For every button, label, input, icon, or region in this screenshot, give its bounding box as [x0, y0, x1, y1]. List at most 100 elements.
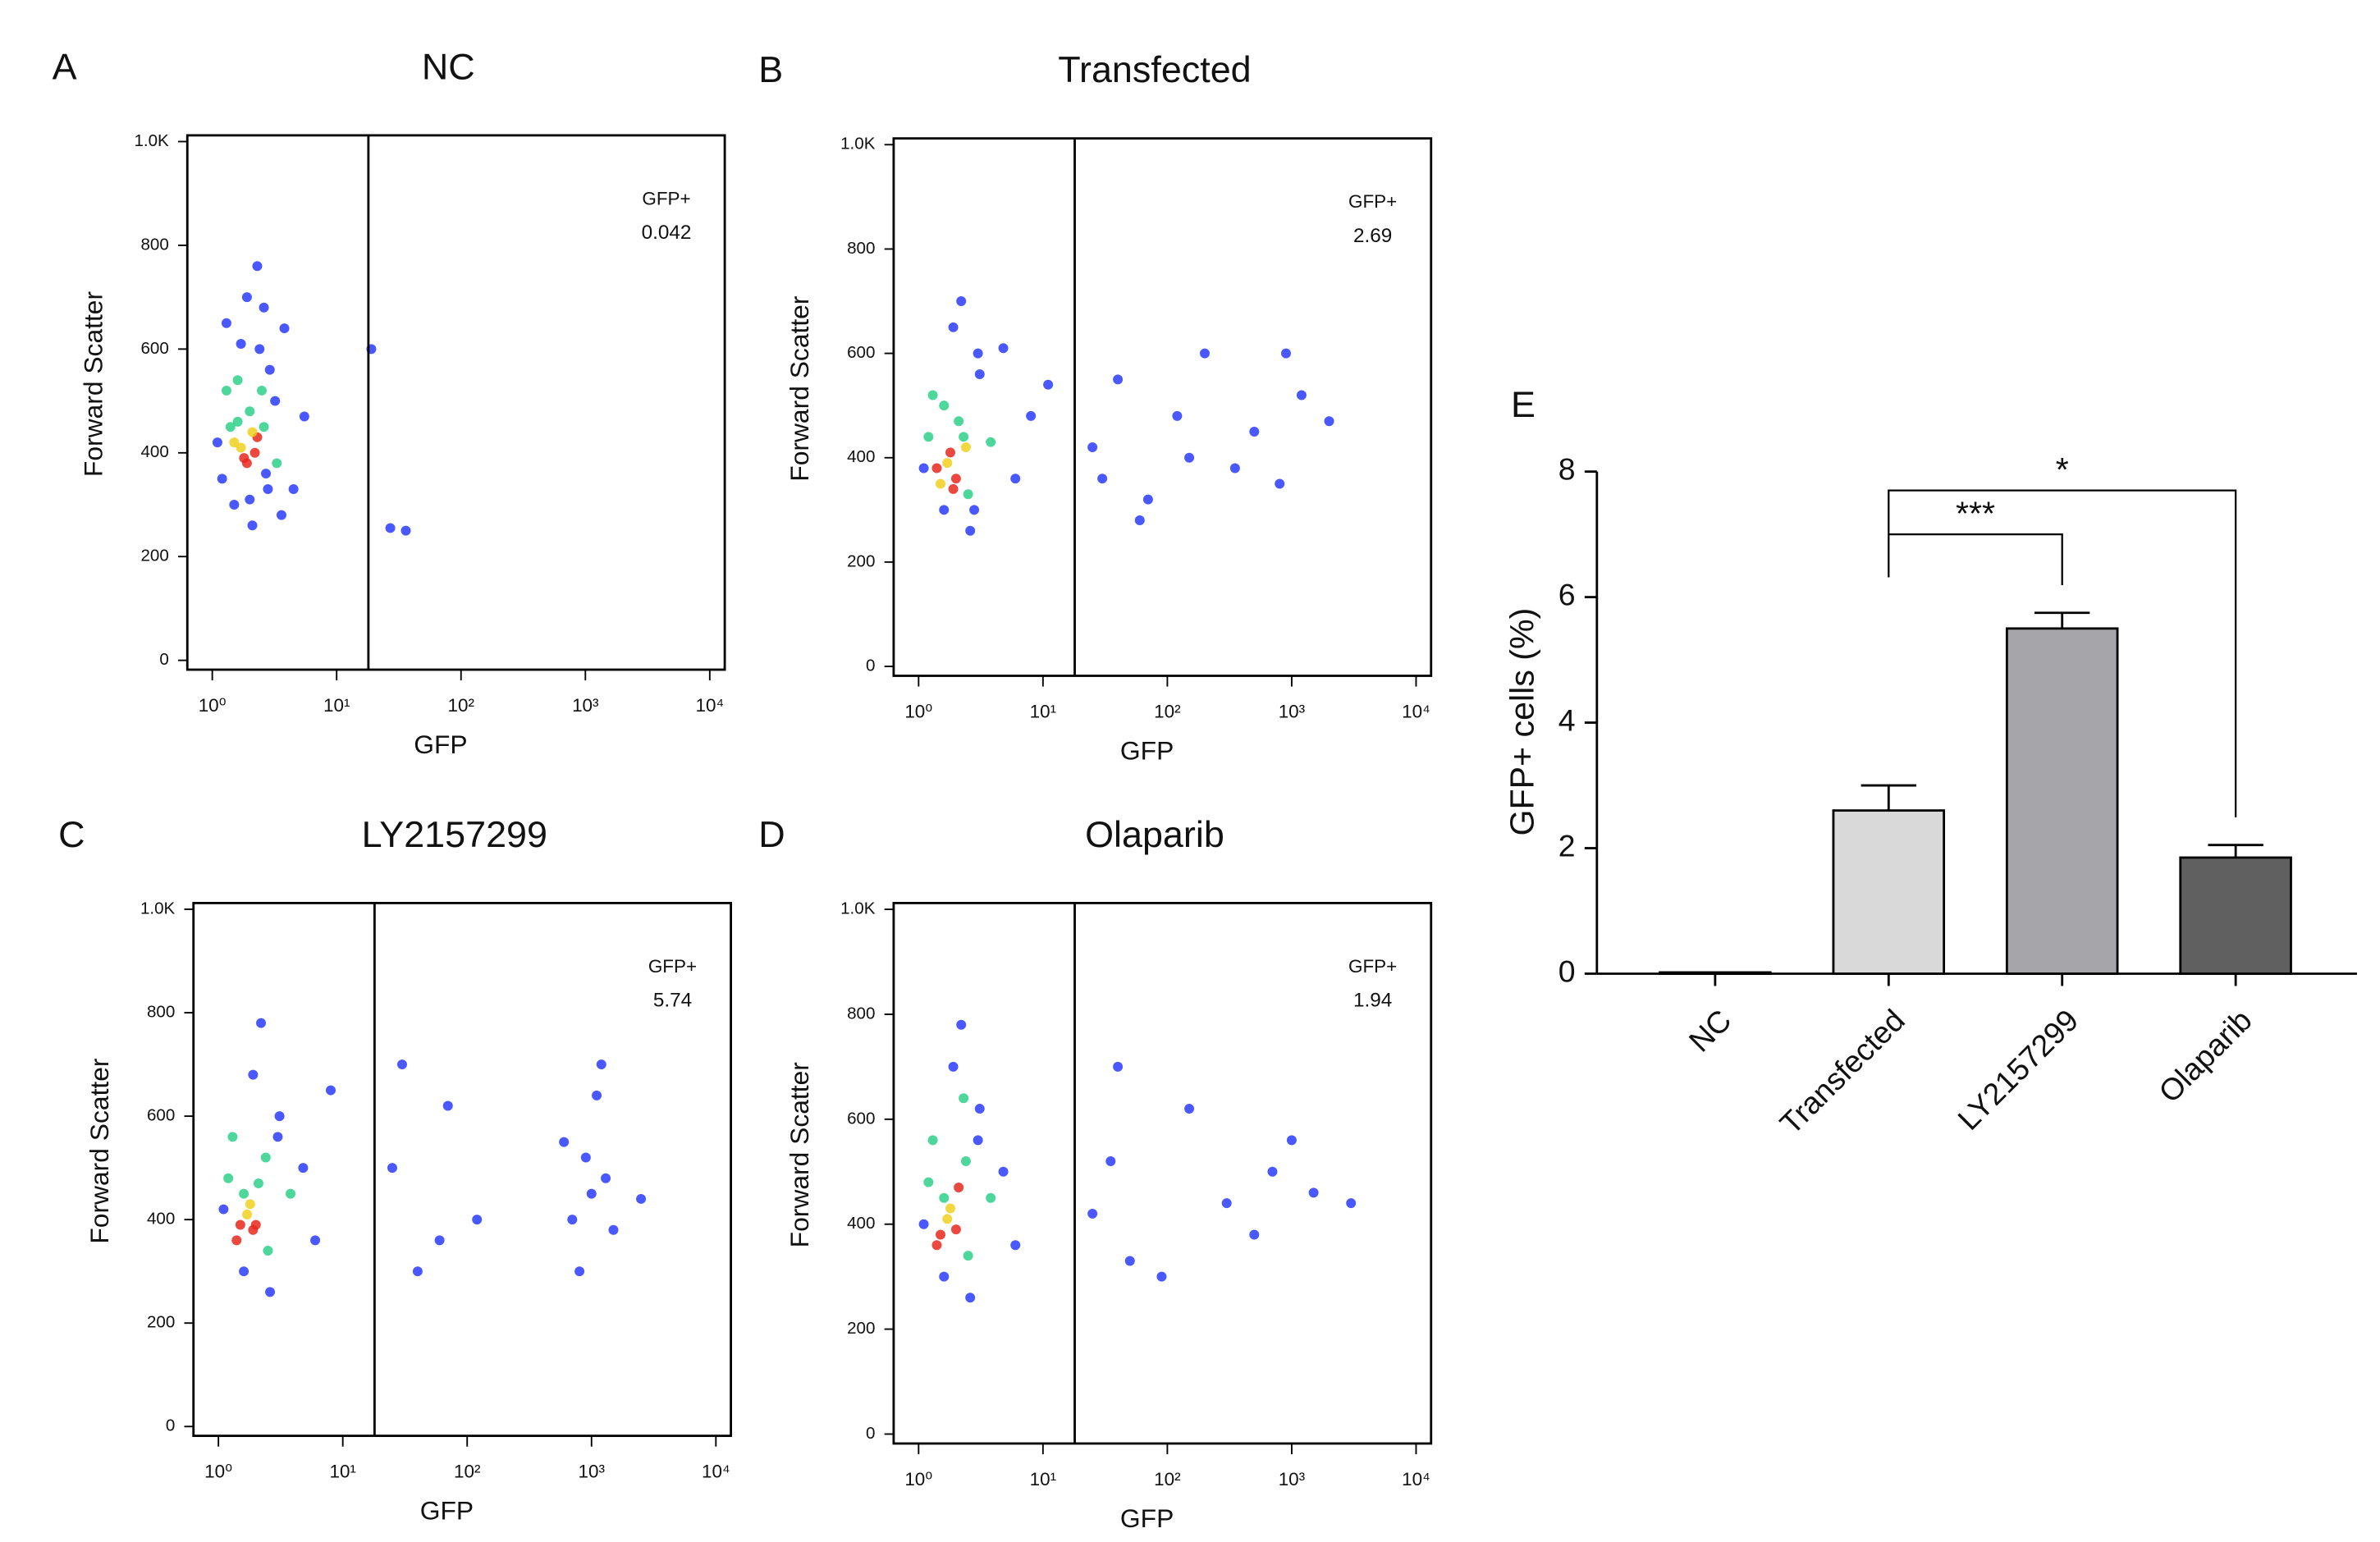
y-tick-label: 400 [847, 1214, 875, 1233]
data-point [1296, 390, 1307, 400]
data-point [1172, 410, 1183, 421]
data-point [1087, 442, 1098, 453]
data-point [1134, 515, 1145, 526]
data-point [326, 1085, 336, 1096]
y-tick-label: 0 [1558, 954, 1576, 988]
data-point [974, 1104, 985, 1114]
data-point [1267, 1166, 1278, 1177]
data-point [954, 416, 964, 427]
bar [1832, 809, 1946, 975]
data-point [223, 1173, 234, 1183]
y-tick-label: 600 [847, 1109, 875, 1128]
x-tick-label: NC [1682, 1003, 1738, 1059]
x-tick-label: 10² [1154, 1469, 1181, 1489]
data-point [939, 400, 950, 411]
data-point [245, 494, 255, 505]
data-point [1184, 1104, 1195, 1114]
data-point [965, 1293, 976, 1303]
data-point [253, 1178, 263, 1189]
x-tick-label: 10⁴ [1402, 1469, 1430, 1489]
data-point [310, 1235, 321, 1246]
data-point [580, 1152, 591, 1163]
data-point [601, 1173, 611, 1183]
y-tick-label: 0 [166, 1416, 175, 1435]
data-point [567, 1215, 578, 1225]
data-point [959, 432, 969, 442]
data-point [960, 1156, 971, 1166]
y-tick-label: 800 [847, 239, 875, 258]
gate-label: GFP+ [648, 956, 697, 977]
data-point [236, 339, 246, 350]
x-axis-label: GFP [1120, 735, 1174, 765]
data-point [239, 1266, 249, 1277]
data-point [948, 483, 959, 494]
data-point [256, 385, 267, 396]
x-tick-label: 10⁴ [696, 695, 725, 716]
data-point [442, 1100, 453, 1111]
x-tick-label: 10¹ [1030, 1469, 1056, 1489]
gate-value: 0.042 [642, 222, 692, 244]
x-tick-label: Olaparib [2152, 1003, 2259, 1110]
y-axis-label: Forward Scatter [785, 1062, 814, 1248]
bar [1659, 971, 1772, 975]
x-tick-label: 10³ [579, 1461, 606, 1481]
y-tick-label: 600 [147, 1106, 175, 1125]
data-point [1184, 452, 1195, 463]
y-tick-label: 600 [140, 339, 168, 358]
data-point [288, 484, 299, 495]
y-tick-label: 200 [140, 547, 168, 565]
data-point [945, 447, 955, 458]
y-tick-label: 0 [866, 656, 875, 675]
y-tick-label: 6 [1558, 577, 1576, 611]
y-axis-label: Forward Scatter [78, 291, 108, 478]
data-point [956, 1019, 967, 1030]
data-point [960, 442, 971, 453]
data-point [1221, 1198, 1232, 1209]
data-point [1249, 426, 1260, 437]
data-point [221, 318, 231, 328]
data-point [472, 1215, 483, 1225]
gate-value: 2.69 [1353, 225, 1392, 247]
data-point [259, 302, 269, 313]
data-point [923, 432, 934, 442]
y-tick-label: 600 [847, 343, 875, 362]
y-axis-label: Forward Scatter [85, 1058, 114, 1244]
data-point [218, 1204, 229, 1215]
y-tick-label: 0 [866, 1424, 875, 1443]
data-point [586, 1188, 597, 1199]
data-point [936, 1229, 945, 1240]
data-point [942, 458, 953, 469]
data-point [1275, 478, 1285, 489]
data-point [942, 1214, 953, 1224]
data-point [923, 1177, 934, 1187]
data-point [1229, 463, 1240, 474]
y-axis-label: Forward Scatter [785, 295, 814, 482]
panel-letter: C [58, 813, 85, 855]
data-point [225, 422, 236, 432]
data-point [1308, 1187, 1319, 1198]
data-point [434, 1235, 445, 1246]
data-point [963, 489, 973, 500]
data-point [954, 1182, 964, 1192]
x-axis-label: GFP [420, 1496, 474, 1526]
y-tick-label: 200 [847, 551, 875, 570]
x-axis-label: GFP [414, 730, 467, 759]
y-tick-label: 1.0K [134, 131, 169, 150]
panel-letter: E [1511, 383, 1536, 425]
x-tick-label: LY2157299 [1951, 1003, 2085, 1137]
x-tick-label: 10⁴ [702, 1461, 730, 1481]
y-tick-label: 400 [140, 442, 168, 461]
chart-title: Transfected [1058, 48, 1251, 90]
data-point [235, 1219, 245, 1230]
y-tick-label: 200 [147, 1313, 175, 1332]
data-point [241, 292, 252, 303]
x-tick-label: 10¹ [329, 1461, 355, 1481]
data-point [227, 1132, 238, 1142]
data-point [1113, 1061, 1124, 1072]
bar [2179, 856, 2292, 975]
data-point [263, 484, 273, 495]
data-point [559, 1137, 570, 1147]
data-point [1026, 410, 1037, 421]
data-point [918, 463, 929, 474]
